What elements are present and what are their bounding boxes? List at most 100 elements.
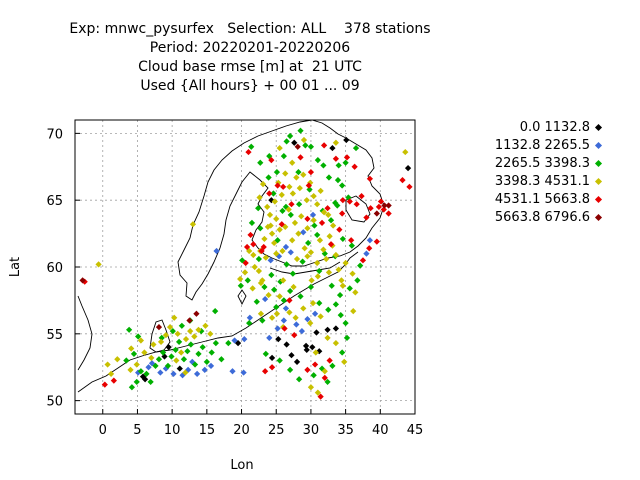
data-point [307, 143, 315, 150]
y-tick-label: 55 [46, 328, 63, 343]
data-point [178, 349, 185, 356]
data-point [351, 163, 358, 170]
data-point [218, 356, 225, 363]
data-point [377, 198, 385, 205]
title-line-3: Cloud base rmse [m] at 21 UTC [138, 59, 362, 75]
data-point [293, 255, 301, 263]
data-point [324, 205, 331, 212]
data-point [314, 231, 321, 239]
data-point [339, 235, 346, 243]
data-point [246, 320, 253, 327]
x-axis-label: Lon [230, 458, 253, 473]
y-tick-label: 60 [46, 261, 63, 276]
data-point [283, 341, 290, 348]
grid-lines [75, 120, 416, 414]
data-point [278, 191, 285, 198]
data-point [248, 219, 256, 227]
data-point [268, 364, 276, 371]
data-point [318, 219, 326, 227]
data-point [128, 384, 136, 391]
series-4 [81, 142, 413, 400]
data-point [399, 177, 406, 184]
data-point [346, 198, 353, 205]
data-point [307, 249, 315, 256]
data-point [282, 243, 290, 251]
data-point [274, 325, 281, 332]
data-point [311, 310, 319, 317]
data-point [257, 159, 264, 166]
data-point [275, 336, 282, 343]
data-point [176, 365, 183, 372]
data-point [300, 171, 307, 178]
legend-label: 2265.5 3398.3 [494, 156, 590, 171]
data-point [203, 358, 210, 365]
data-point [212, 340, 219, 347]
data-point [302, 142, 309, 149]
data-point [256, 194, 263, 201]
x-tick-label: 0 [99, 423, 107, 438]
data-point [246, 314, 253, 321]
data-point [286, 132, 294, 140]
x-tick-label: 15 [199, 423, 216, 438]
data-point [286, 309, 293, 316]
legend-label: 0.0 1132.8 [519, 120, 590, 135]
data-point [207, 330, 214, 337]
data-point [363, 214, 370, 221]
data-point [207, 362, 215, 370]
data-point [293, 321, 300, 328]
legend-marker [594, 213, 603, 222]
data-point [385, 210, 392, 217]
data-point [291, 219, 299, 227]
data-point [241, 336, 248, 343]
data-point [323, 255, 330, 263]
data-point [330, 222, 337, 229]
legend-entry: 0.0 1132.8 [440, 120, 620, 138]
y-axis-label: Lat [8, 257, 23, 277]
data-point [366, 175, 374, 182]
data-point [316, 299, 323, 307]
data-point [302, 342, 310, 349]
data-point [343, 334, 351, 341]
data-point [325, 174, 333, 181]
data-point [245, 148, 252, 156]
data-point [289, 159, 296, 166]
data-point [237, 282, 244, 289]
data-point [208, 349, 215, 356]
data-point [373, 210, 380, 217]
data-point [286, 366, 294, 374]
legend-label: 4531.1 5663.8 [494, 192, 590, 207]
data-point [314, 273, 321, 280]
data-point [324, 378, 331, 386]
x-tick-label: 25 [268, 423, 285, 438]
series-5 [79, 143, 392, 331]
data-point [335, 266, 342, 273]
data-point [336, 226, 343, 233]
data-point [266, 190, 273, 197]
data-point [334, 177, 342, 184]
legend-marker [594, 123, 603, 132]
data-point [312, 349, 319, 356]
data-point [288, 201, 295, 208]
data-point [189, 221, 197, 228]
data-point [289, 190, 296, 197]
data-point [148, 354, 155, 361]
data-point [317, 313, 324, 320]
data-point [336, 291, 344, 299]
data-point [357, 262, 364, 269]
data-point [311, 361, 319, 368]
data-point [107, 370, 115, 378]
x-tick-label: 5 [133, 423, 141, 438]
data-point [265, 174, 272, 181]
data-point [261, 235, 268, 243]
data-point [339, 282, 346, 289]
data-point [332, 139, 340, 146]
data-point [259, 317, 266, 324]
data-point [276, 293, 283, 300]
data-point [290, 283, 297, 291]
data-point [127, 366, 134, 374]
data-point [251, 263, 258, 271]
data-point [307, 283, 315, 291]
data-point [195, 350, 202, 357]
data-point [339, 197, 346, 204]
x-tick-label: 20 [233, 423, 250, 438]
